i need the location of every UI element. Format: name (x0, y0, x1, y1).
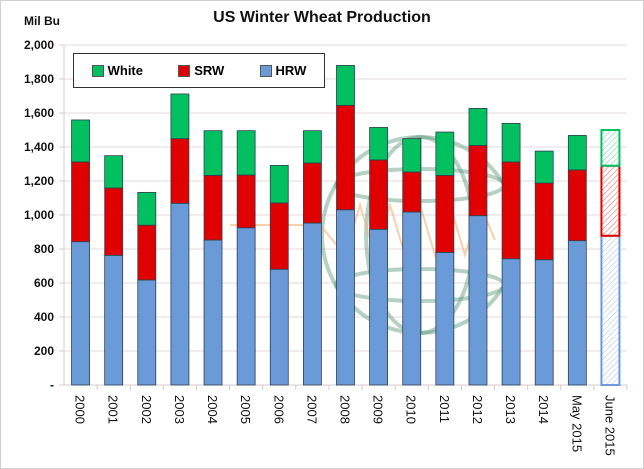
y-tick-label: 800 (34, 242, 54, 256)
bar-segment-srw (203, 174, 223, 241)
x-tick-label: 2001 (106, 395, 121, 424)
watermark-zigzag-line (230, 201, 496, 259)
bar-segment-hrw (501, 258, 521, 386)
x-tick-label: 2006 (271, 395, 286, 424)
bar-segment-srw (137, 224, 157, 281)
y-tick-label: 200 (34, 344, 54, 358)
bar-segment-hrw (567, 240, 587, 386)
bar-segment-srw (104, 187, 124, 256)
x-tick-label: 2004 (205, 395, 220, 424)
bar-segment-hrw (600, 234, 621, 386)
bar-segment-white (269, 164, 289, 204)
y-tick-label: 1,000 (24, 208, 54, 222)
bar-segment-hrw (236, 227, 256, 386)
bar-segment-white (402, 138, 422, 173)
bar-segment-white (302, 130, 322, 164)
legend-swatch-srw (178, 64, 191, 77)
bar-segment-srw (336, 104, 355, 211)
bar-segment-white (104, 155, 124, 189)
bar-segment-hrw (369, 228, 389, 386)
x-tick-label: 2008 (338, 395, 353, 424)
y-tick-label: 1,800 (24, 72, 54, 86)
legend-item-srw: SRW (178, 63, 224, 78)
y-tick-label: 1,600 (24, 106, 54, 120)
x-tick-label: 2007 (304, 395, 319, 424)
y-tick-label: 1,400 (24, 140, 54, 154)
y-tick-label: 400 (34, 310, 54, 324)
bar-segment-srw (501, 161, 521, 260)
legend-item-hrw: HRW (259, 63, 307, 78)
bar-segment-white (501, 122, 521, 163)
bar-segment-hrw (336, 209, 355, 386)
bar-segment-white (71, 119, 90, 163)
bar-segment-white (468, 108, 488, 146)
bar-segment-srw (567, 169, 587, 242)
bar-segment-hrw (302, 222, 322, 386)
legend-swatch-white (91, 64, 104, 77)
bar-segment-white (534, 150, 554, 184)
bar-segment-srw (402, 171, 422, 213)
legend-label-white: White (107, 63, 143, 78)
legend: White SRW HRW (73, 53, 325, 88)
bar-segment-hrw (435, 251, 455, 386)
bar-segment-hrw (468, 215, 488, 386)
bar-segment-srw (534, 182, 554, 261)
bar-segment-white (236, 130, 256, 176)
bar-segment-white (600, 129, 621, 167)
x-tick-label: 2014 (536, 395, 551, 424)
bar-segment-white (435, 131, 455, 176)
bar-segment-white (203, 130, 223, 176)
bar-segment-white (567, 135, 587, 171)
x-tick-label: June 2015 (602, 395, 617, 456)
bar-segment-srw (71, 161, 90, 243)
y-tick-label: 2,000 (24, 38, 54, 52)
x-tick-label: 2013 (503, 395, 518, 424)
bar-segment-srw (435, 174, 455, 253)
y-tick-label: - (50, 378, 54, 392)
bar-segment-white (170, 93, 190, 140)
bar-segment-srw (302, 162, 322, 224)
bar-segment-srw (269, 202, 289, 270)
legend-swatch-hrw (259, 64, 272, 77)
bar-segment-srw (369, 159, 389, 230)
bar-segment-srw (236, 174, 256, 229)
bar-segment-hrw (71, 241, 90, 386)
legend-label-srw: SRW (194, 63, 225, 78)
bar-segment-white (137, 191, 157, 226)
x-tick-label: 2005 (238, 395, 253, 424)
legend-item-white: White (91, 63, 143, 78)
bar-segment-hrw (170, 202, 190, 386)
y-axis-unit-label: Mil Bu (24, 14, 60, 28)
bar-segment-white (336, 65, 355, 106)
legend-label-hrw: HRW (275, 63, 307, 78)
x-tick-label: 2012 (470, 395, 485, 424)
x-tick-label: 2009 (371, 395, 386, 424)
bar-segment-hrw (402, 211, 422, 386)
y-tick-label: 600 (34, 276, 54, 290)
x-tick-label: 2010 (404, 395, 419, 424)
bar-segment-white (369, 127, 389, 161)
chart-title: US Winter Wheat Production (213, 9, 431, 26)
x-tick-label: 2002 (139, 395, 154, 424)
y-tick-label: 1,200 (24, 174, 54, 188)
bar-segment-hrw (534, 259, 554, 386)
bar-segment-hrw (137, 279, 157, 386)
bar-segment-srw (468, 145, 488, 217)
bar-segment-hrw (269, 268, 289, 386)
bar-segment-hrw (104, 254, 124, 386)
x-tick-label: 2000 (73, 395, 88, 424)
bar-segment-srw (170, 138, 190, 204)
bar-segment-hrw (203, 239, 223, 386)
x-tick-label: May 2015 (569, 395, 584, 452)
bar-segment-srw (600, 164, 621, 237)
x-tick-label: 2003 (172, 395, 187, 424)
x-tick-label: 2011 (437, 395, 452, 423)
